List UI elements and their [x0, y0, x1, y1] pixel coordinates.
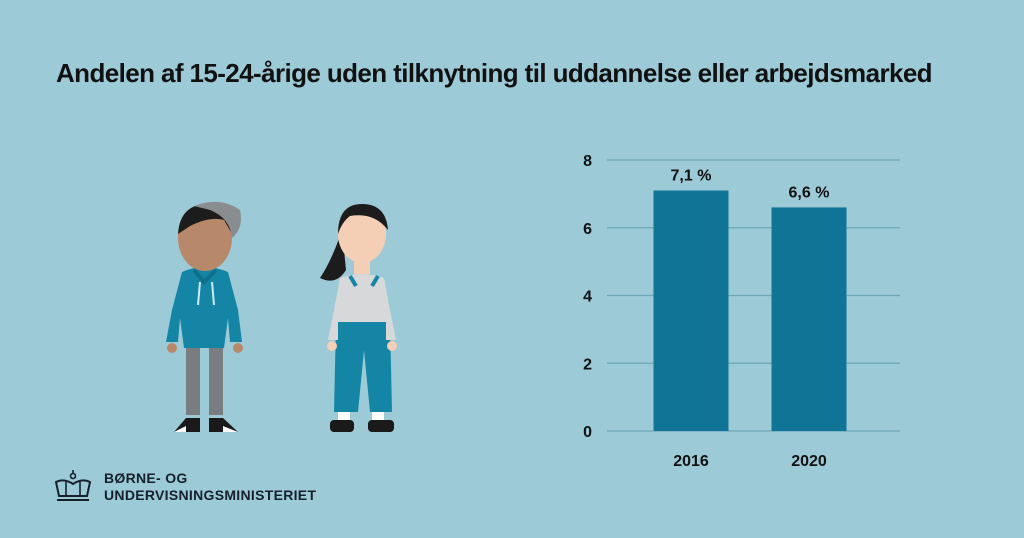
y-tick-label: 0: [583, 424, 592, 441]
x-tick-label: 2020: [791, 453, 827, 470]
y-tick-label: 8: [583, 153, 592, 170]
y-tick-label: 4: [583, 289, 592, 306]
logo-line-1: BØRNE- OG: [104, 470, 188, 486]
y-tick-label: 2: [583, 356, 592, 373]
young-man-figure-icon: [166, 201, 243, 432]
illustration: [166, 201, 397, 432]
bar-2020: [771, 207, 847, 431]
crown-icon: [54, 470, 92, 501]
young-woman-figure-icon: [320, 204, 397, 432]
ministry-logo-text: BØRNE- OG UNDERVISNINGSMINISTERIET: [104, 470, 316, 504]
logo-line-2: UNDERVISNINGSMINISTERIET: [104, 487, 317, 503]
data-label: 6,6 %: [789, 184, 830, 201]
x-tick-label: 2016: [673, 453, 709, 470]
data-label: 7,1 %: [671, 167, 712, 184]
y-tick-label: 6: [583, 221, 592, 238]
bar-2016: [653, 190, 729, 431]
page-title: Andelen af 15-24-årige uden tilknytning …: [56, 58, 933, 88]
